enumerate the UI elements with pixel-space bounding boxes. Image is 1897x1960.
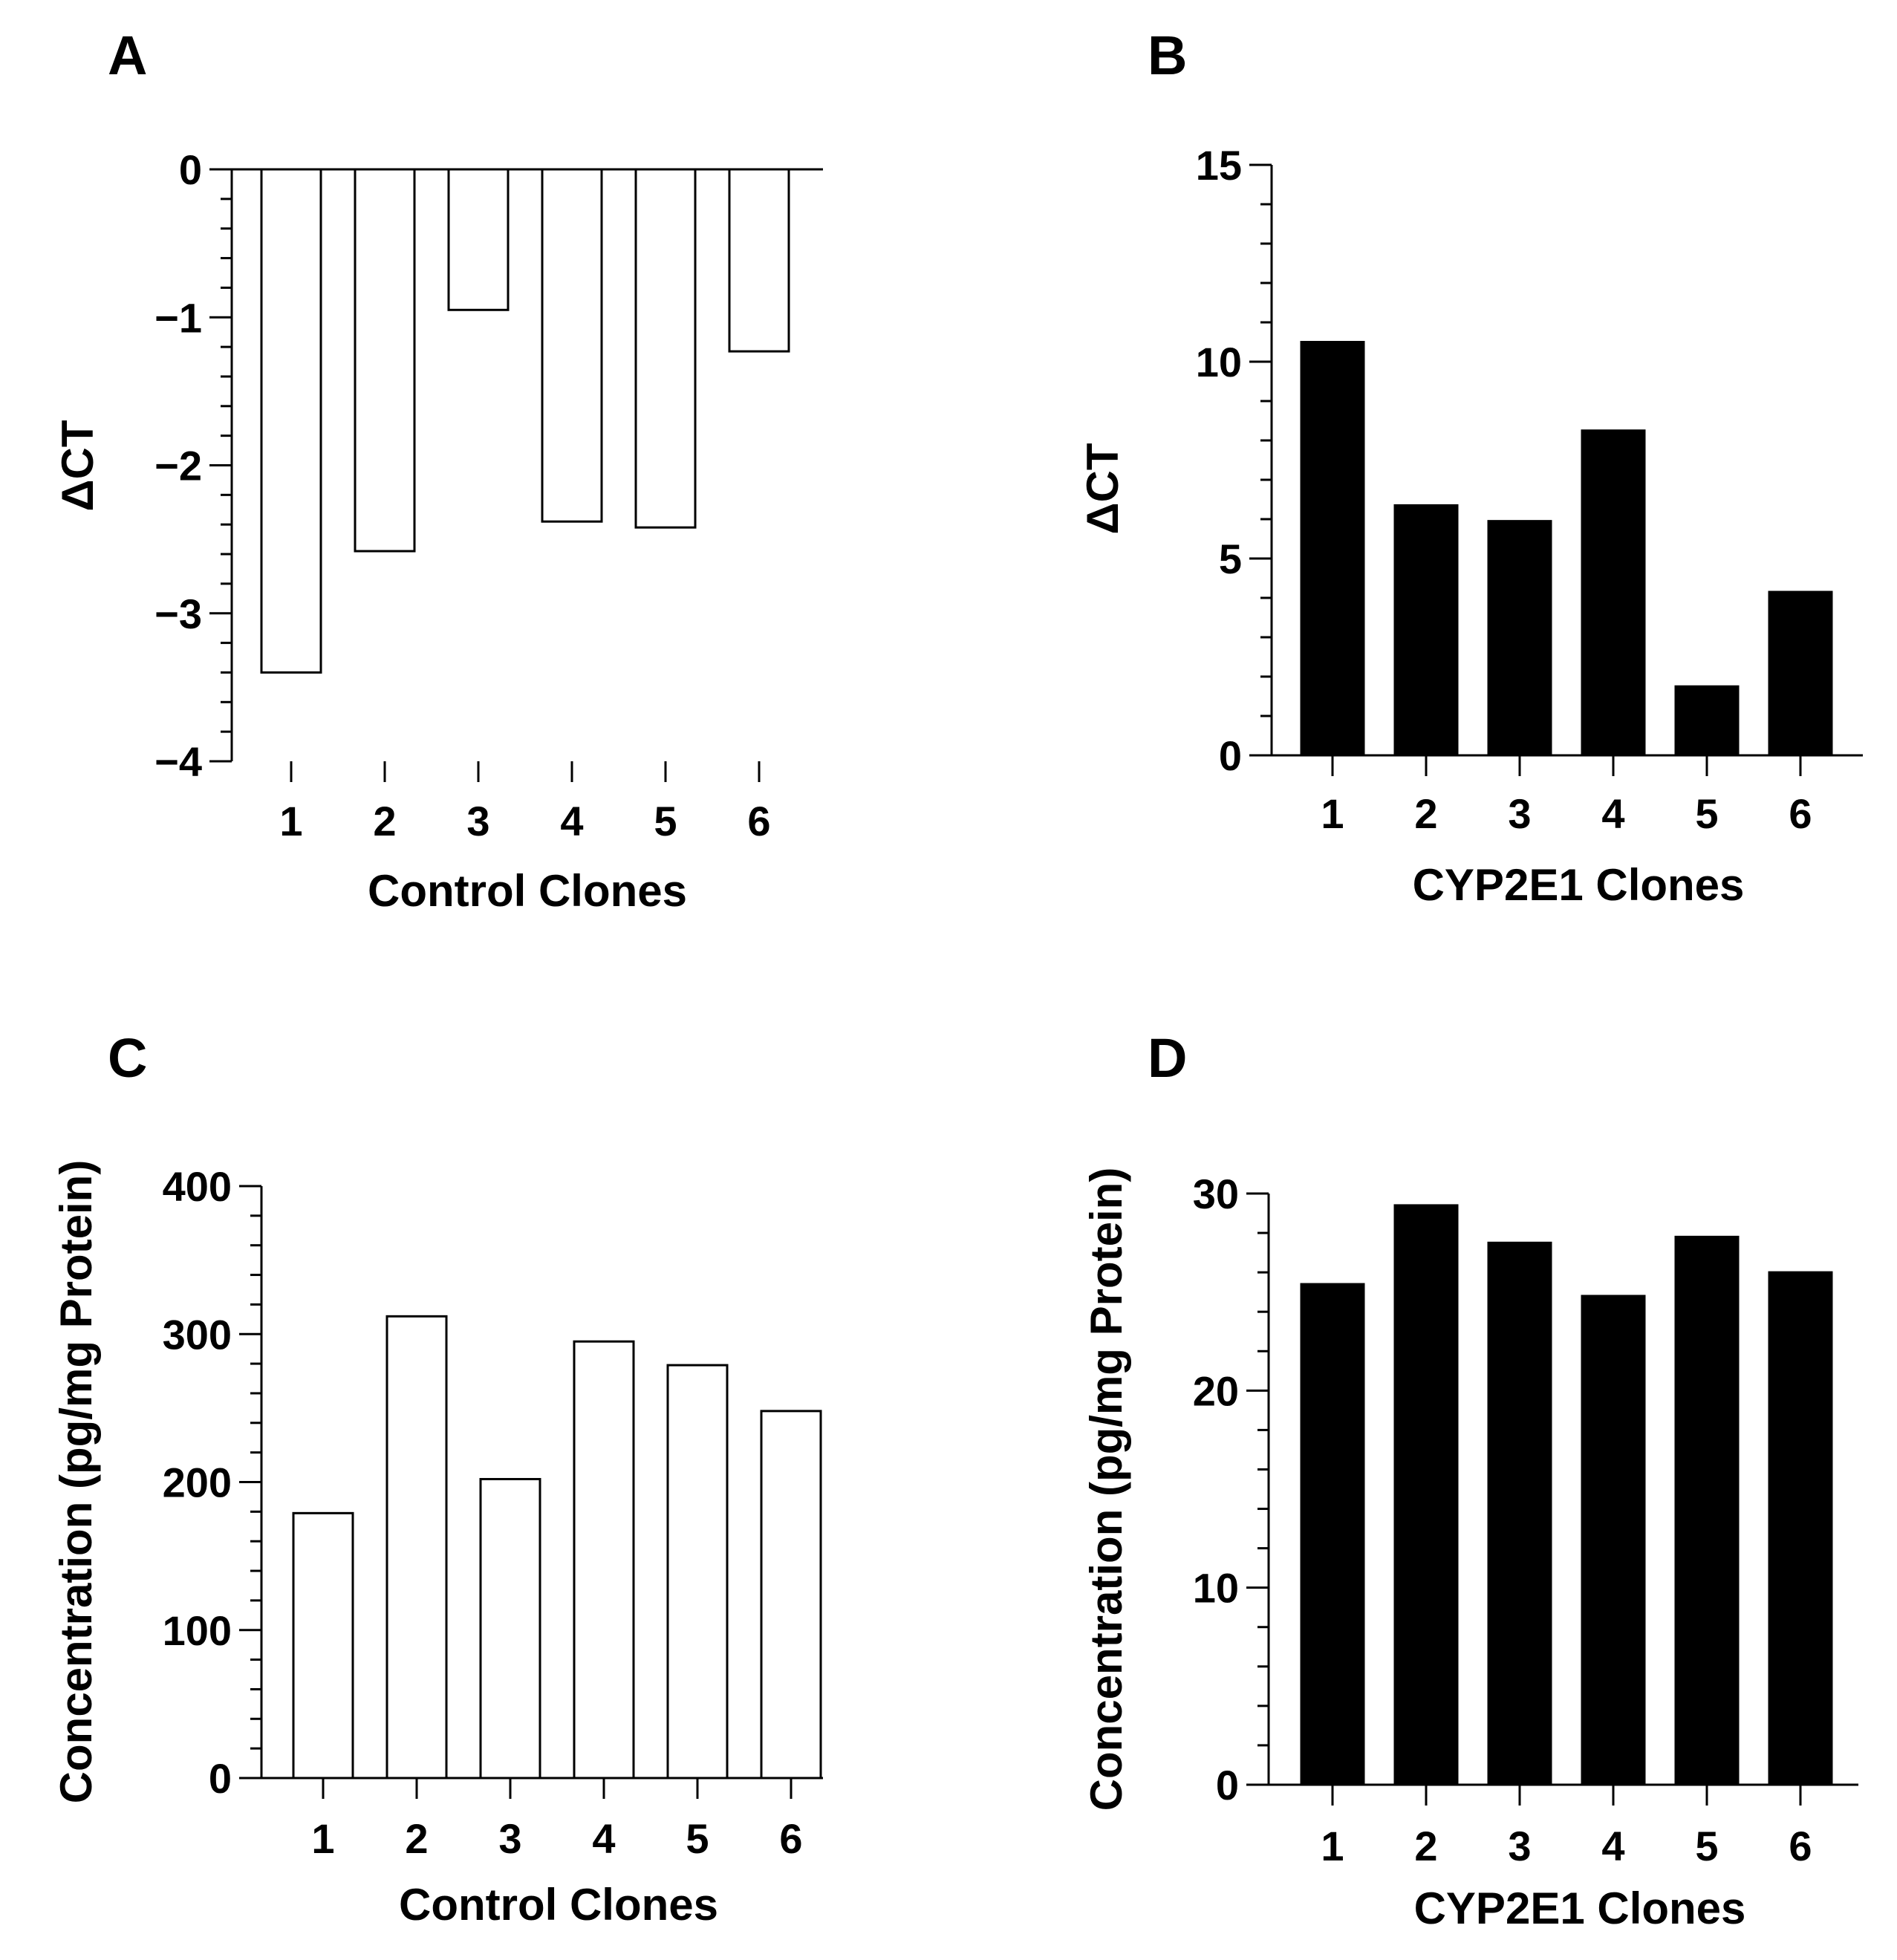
y-tick-label: 0 (1216, 1762, 1239, 1808)
x-tick-label: 5 (1695, 790, 1718, 837)
x-tick-label: 6 (1789, 790, 1812, 837)
bar-clone-2 (385, 1315, 448, 1780)
x-axis-title: Control Clones (368, 866, 687, 916)
plot-b: 0 5 10 15 1 2 3 4 5 6 CYP2E1 Clones ΔCT (1078, 142, 1863, 910)
bar-clone-2 (1393, 504, 1459, 757)
y-tick-label: −4 (154, 738, 202, 785)
panel-a: A 0 −1 −2 −3 −4 1 2 3 4 5 6 Control Clones ΔCT (53, 25, 823, 916)
y-axis-title: Concentration (pg/mg Protein) (51, 1160, 101, 1804)
bar-clone-4 (573, 1340, 635, 1780)
y-tick-label: 5 (1219, 535, 1242, 582)
y-axis-title: ΔCT (1078, 443, 1128, 534)
bar-clone-3 (447, 168, 510, 311)
y-tick-label: −2 (154, 443, 202, 489)
y-tick-label: −1 (154, 294, 202, 341)
plot-c: 0 100 200 300 400 1 2 3 4 5 6 Control Clones Concent… (51, 1160, 823, 1930)
x-tick-label: 3 (498, 1815, 521, 1862)
x-tick-label: 4 (1601, 1823, 1624, 1869)
y-tick-label: 30 (1193, 1171, 1239, 1217)
x-axis-title: CYP2E1 Clones (1413, 860, 1745, 910)
y-tick-label: 20 (1193, 1367, 1239, 1414)
y-tick-label: 100 (163, 1607, 232, 1654)
x-tick-label: 2 (373, 798, 396, 844)
bar-clone-6 (760, 1410, 822, 1780)
y-tick-label: 200 (163, 1459, 232, 1506)
x-tick-label: 4 (560, 798, 583, 844)
bar-clone-1 (260, 168, 322, 674)
bar-clone-5 (1674, 685, 1740, 757)
y-axis-title: Concentration (pg/mg Protein) (1081, 1168, 1131, 1811)
panel-b: B 0 5 10 15 1 2 3 4 5 6 CYP2E1 Clones ΔCT (1078, 25, 1863, 910)
y-tick-label: 0 (1219, 732, 1242, 779)
bar-clone-4 (541, 168, 603, 523)
bar-clone-1 (1300, 1283, 1365, 1786)
bar-clone-3 (1487, 1241, 1552, 1786)
plot-d: 0 10 20 30 1 2 3 4 5 6 CYP2E1 Clones Concentration … (1081, 1168, 1858, 1933)
y-tick-label: 10 (1193, 1565, 1239, 1612)
bar-clone-6 (728, 168, 790, 353)
x-tick-label: 1 (1321, 790, 1344, 837)
y-tick-label: −3 (154, 590, 202, 637)
x-tick-label: 3 (1508, 790, 1531, 837)
bar-clone-2 (354, 168, 416, 553)
x-tick-label: 4 (1601, 790, 1624, 837)
x-tick-label: 5 (686, 1815, 709, 1862)
bar-clone-6 (1768, 590, 1833, 757)
bar-clone-4 (1581, 429, 1646, 757)
x-tick-label: 2 (405, 1815, 428, 1862)
x-tick-label: 6 (1789, 1823, 1812, 1869)
x-tick-label: 4 (592, 1815, 615, 1862)
bar-clone-6 (1768, 1271, 1833, 1786)
bar-clone-3 (479, 1478, 541, 1780)
bar-clone-1 (292, 1511, 354, 1780)
x-tick-label: 3 (1508, 1823, 1531, 1869)
x-tick-label: 1 (1321, 1823, 1344, 1869)
panel-label-b: B (1148, 25, 1187, 86)
x-axis-title: CYP2E1 Clones (1414, 1884, 1746, 1933)
x-axis-title: Control Clones (399, 1880, 718, 1930)
plot-a: 0 −1 −2 −3 −4 1 2 3 4 5 6 Control Clones ΔCT (53, 146, 823, 916)
panel-label-a: A (108, 25, 147, 86)
panel-label-c: C (108, 1027, 147, 1089)
bar-clone-5 (666, 1364, 729, 1780)
panel-label-d: D (1148, 1027, 1187, 1089)
y-tick-label: 10 (1196, 339, 1242, 385)
x-tick-label: 6 (747, 798, 770, 844)
panel-c: C 0 100 200 300 400 1 2 3 4 5 6 Control Clones Conce… (51, 1027, 823, 1930)
x-tick-label: 1 (311, 1815, 334, 1862)
bar-clone-1 (1300, 341, 1365, 757)
x-tick-label: 3 (466, 798, 489, 844)
x-tick-label: 2 (1414, 1823, 1437, 1869)
y-tick-label: 0 (179, 146, 202, 193)
x-tick-label: 6 (779, 1815, 802, 1862)
bar-clone-4 (1581, 1295, 1646, 1786)
bar-clone-5 (634, 168, 697, 529)
y-tick-label: 0 (209, 1755, 232, 1802)
y-tick-label: 300 (163, 1311, 232, 1358)
x-tick-label: 1 (279, 798, 302, 844)
x-tick-label: 2 (1414, 790, 1437, 837)
bar-clone-2 (1393, 1204, 1459, 1786)
y-axis-title: ΔCT (53, 420, 103, 511)
y-tick-label: 15 (1196, 142, 1242, 189)
bar-clone-5 (1674, 1235, 1740, 1786)
bar-clone-3 (1487, 520, 1552, 757)
x-tick-label: 5 (1695, 1823, 1718, 1869)
panel-d: D 0 10 20 30 1 2 3 4 5 6 CYP2E1 Clones Concentratio… (1081, 1027, 1858, 1933)
y-tick-label: 400 (163, 1163, 232, 1210)
x-tick-label: 5 (654, 798, 677, 844)
